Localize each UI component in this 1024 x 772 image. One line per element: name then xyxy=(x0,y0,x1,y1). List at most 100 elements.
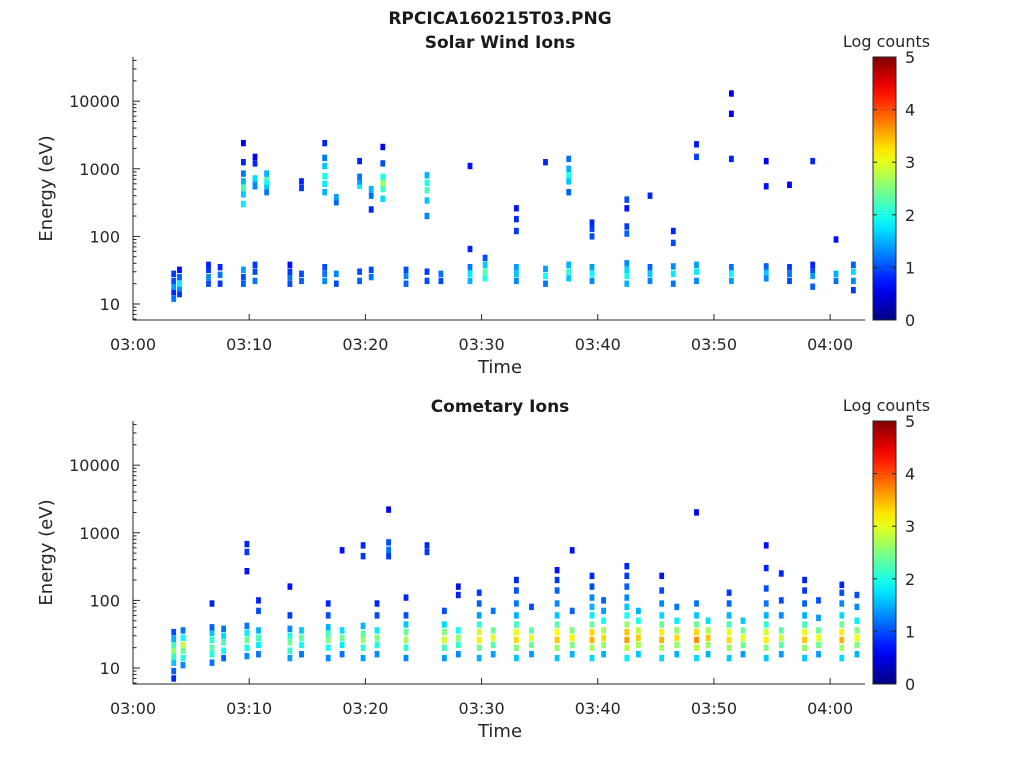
spectrogram-cell xyxy=(659,628,665,636)
spectrogram-cell xyxy=(287,654,293,662)
spectrogram-cell xyxy=(740,634,746,641)
spectrogram-cell xyxy=(529,634,534,641)
spectrogram-cell xyxy=(209,636,215,644)
spectrogram-cell xyxy=(624,196,630,203)
colorbar-tick-label: 2 xyxy=(905,570,915,589)
spectrogram-cell xyxy=(601,651,606,658)
spectrogram-cell xyxy=(624,563,630,570)
spectrogram-cell xyxy=(455,591,461,599)
spectrogram-cell xyxy=(287,632,293,639)
spectrogram-cell xyxy=(854,617,860,624)
spectrogram-cell xyxy=(241,184,246,192)
spectrogram-cell xyxy=(403,280,409,287)
x-tick-label: 04:00 xyxy=(807,335,853,354)
spectrogram-cell xyxy=(854,591,860,599)
x-tick-label: 03:00 xyxy=(110,335,156,354)
spectrogram-cell xyxy=(705,627,711,634)
spectrogram-cell xyxy=(490,627,496,634)
spectrogram-cell xyxy=(589,264,595,271)
spectrogram-cell xyxy=(380,160,386,167)
spectrogram-cell xyxy=(839,612,845,619)
spectrogram-cell xyxy=(659,636,665,644)
y-axis-label: Energy (eV) xyxy=(36,135,57,241)
spectrogram-cell xyxy=(778,634,784,641)
colorbar-tick-label: 4 xyxy=(905,465,915,484)
spectrogram-cell xyxy=(476,644,482,651)
spectrogram-cell xyxy=(833,270,839,277)
spectrogram-cell xyxy=(569,651,575,658)
spectrogram-cell xyxy=(360,644,366,651)
spectrogram-cell xyxy=(763,600,769,607)
spectrogram-cell xyxy=(566,275,572,282)
spectrogram-cell xyxy=(589,233,595,240)
spectrogram-cell xyxy=(244,548,250,556)
spectrogram-cell xyxy=(729,277,734,285)
spectrogram-cell xyxy=(694,600,699,607)
spectrogram-cell xyxy=(252,261,258,268)
spectrogram-cell xyxy=(636,641,641,649)
spectrogram-cell xyxy=(322,139,328,147)
spectrogram-cell xyxy=(442,628,447,636)
spectrogram-cell xyxy=(787,270,792,277)
spectrogram-cell xyxy=(705,651,711,658)
spectrogram-cell xyxy=(476,654,482,662)
spectrogram-cell xyxy=(357,178,362,185)
spectrogram-cell xyxy=(403,654,409,662)
spectrogram-cell xyxy=(802,587,807,594)
y-tick-label: 1000 xyxy=(79,160,120,179)
spectrogram-cell xyxy=(244,540,250,548)
y-tick-label: 10 xyxy=(100,295,120,314)
spectrogram-cell xyxy=(851,261,856,268)
spectrogram-cell xyxy=(601,617,606,624)
spectrogram-cell xyxy=(424,197,430,204)
spectrogram-cell xyxy=(740,641,746,649)
spectrogram-cell xyxy=(360,636,366,644)
spectrogram-cell xyxy=(763,263,769,270)
spectrogram-cell xyxy=(241,266,246,273)
spectrogram-cell xyxy=(221,632,226,639)
spectrogram-cell xyxy=(333,199,339,206)
spectrogram-cell xyxy=(171,628,177,636)
x-tick-label: 03:00 xyxy=(110,699,156,718)
spectrogram-cell xyxy=(636,607,641,615)
spectrogram-cell xyxy=(490,634,496,641)
spectrogram-cell xyxy=(726,589,732,596)
colorbar-tick-label: 5 xyxy=(905,412,915,431)
spectrogram-cell xyxy=(325,636,331,644)
spectrogram-cell xyxy=(636,651,641,658)
spectrogram-cell xyxy=(624,621,630,628)
spectrogram-cell xyxy=(299,270,304,277)
spectrogram-cell xyxy=(299,178,304,185)
x-axis-label: Time xyxy=(477,357,522,378)
spectrogram-cell xyxy=(467,162,473,170)
spectrogram-cell xyxy=(325,612,331,619)
spectrogram-cell xyxy=(403,636,409,644)
spectrogram-cell xyxy=(670,280,676,287)
spectrogram-cell xyxy=(670,227,676,235)
spectrogram-cell xyxy=(514,215,519,223)
spectrogram-cell xyxy=(624,205,630,212)
spectrogram-cell xyxy=(241,273,246,281)
spectrogram-cell xyxy=(287,268,293,275)
spectrogram-cell xyxy=(299,634,304,641)
x-tick-label: 03:30 xyxy=(459,699,505,718)
spectrogram-cell xyxy=(554,654,560,662)
spectrogram-cell xyxy=(694,612,699,619)
colorbar-tick-label: 0 xyxy=(905,675,915,694)
spectrogram-cell xyxy=(554,567,560,574)
spectrogram-cell xyxy=(476,628,482,636)
spectrogram-cell xyxy=(802,636,807,644)
spectrogram-cell xyxy=(763,654,769,662)
spectrogram-cell xyxy=(659,654,665,662)
spectrogram-cell xyxy=(490,607,496,615)
colorbar-tick-label: 5 xyxy=(905,48,915,67)
spectrogram-cell xyxy=(694,654,699,662)
spectrogram-cell xyxy=(726,644,732,651)
x-axis-label: Time xyxy=(477,721,522,742)
spectrogram-cell xyxy=(482,254,488,262)
spectrogram-cell xyxy=(476,612,482,619)
spectrogram-cell xyxy=(839,581,845,588)
spectrogram-cell xyxy=(287,583,293,590)
spectrogram-cell xyxy=(543,159,548,166)
spectrogram-cell xyxy=(360,553,366,560)
